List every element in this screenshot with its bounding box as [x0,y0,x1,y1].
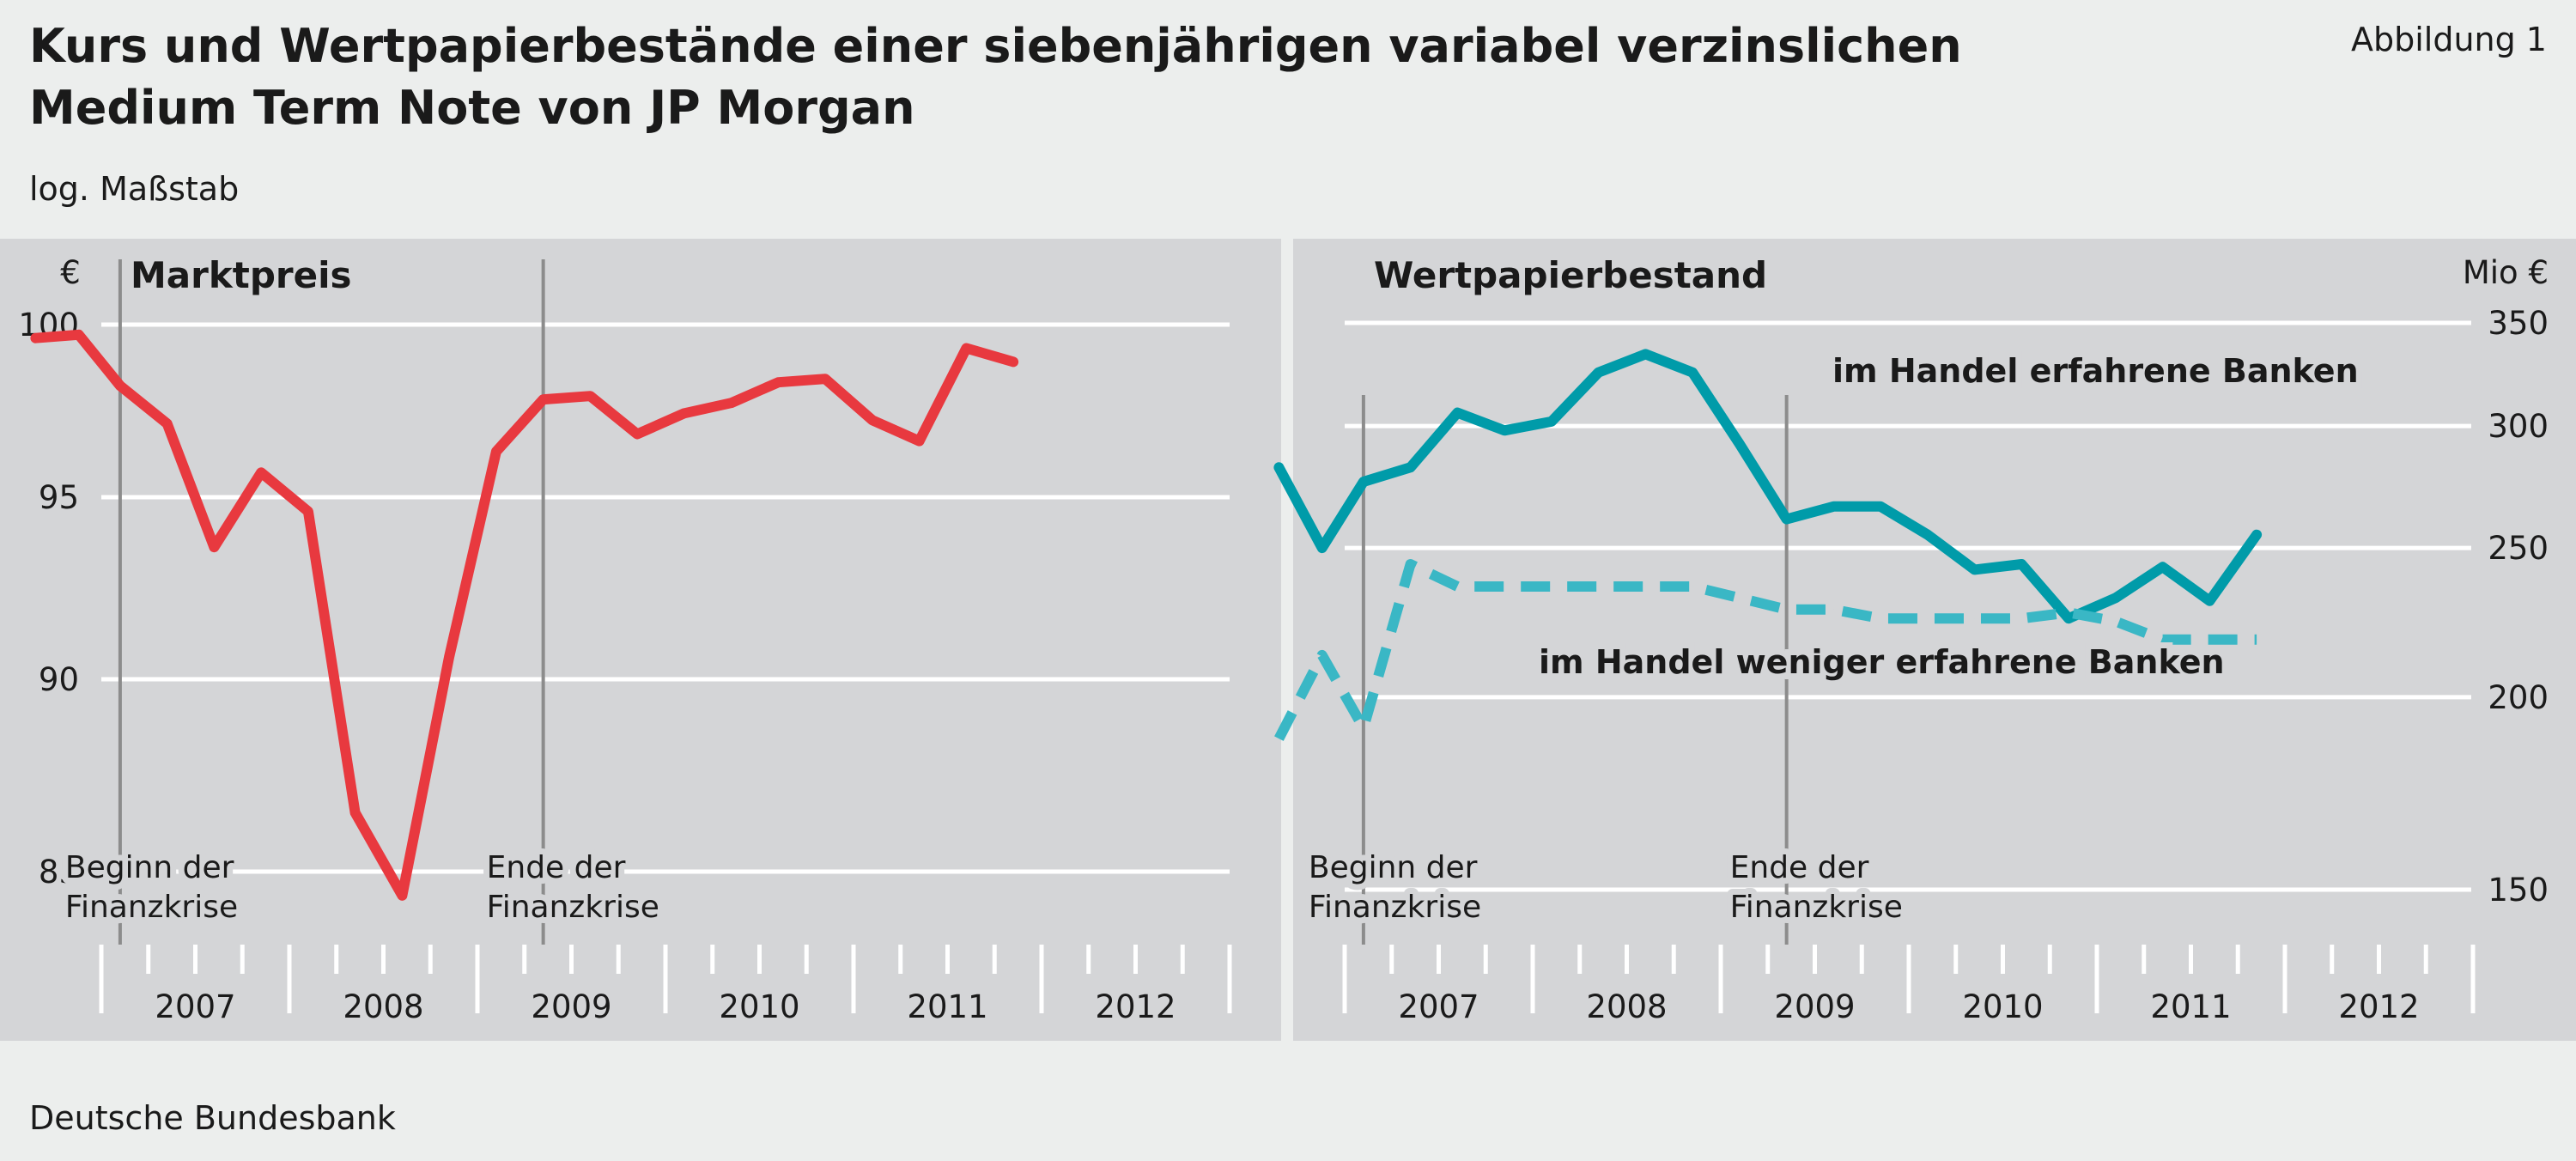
crisis-label: Beginn der [1309,850,1478,885]
experienced-series-line [1273,349,2263,624]
title-line-2: Medium Term Note von JP Morgan [29,81,915,135]
x-tick-label: 2007 [155,988,235,1025]
left-panel-background [0,239,1281,1041]
y-tick-label: 150 [2488,872,2549,909]
y-unit-label: Mio € [2463,254,2549,291]
y-tick-label: 350 [2488,305,2549,342]
crisis-label: Finanzkrise [65,890,238,925]
x-tick-label: 2009 [1774,988,1855,1025]
x-tick-label: 2012 [2338,988,2419,1025]
figure-title: Kurs und Wertpapierbestände einer sieben… [29,15,2004,139]
source-note: Deutsche Bundesbank [29,1099,396,1137]
y-tick-label: 250 [2488,530,2549,567]
y-tick-label: 85 [39,854,79,891]
crisis-label: Ende der [1730,850,1869,885]
scale-note: log. Maßstab [29,170,240,208]
series-label-experienced: im Handel erfahrene Banken [1832,352,2359,390]
price-series-line [30,329,1019,901]
panel-title: Marktpreis [131,254,352,296]
x-tick-label: 2009 [531,988,611,1025]
x-tick-label: 2011 [2150,988,2231,1025]
y-unit-label: € [60,254,81,291]
crisis-label: Finanzkrise [1730,890,1903,925]
title-line-1: Kurs und Wertpapierbestände einer sieben… [29,19,1962,73]
holdings-chart: 150 200 250 300 350 Wertpapierbestand Mio € Beg… [1273,254,2549,1025]
y-tick-label: 95 [39,479,79,516]
crisis-label: Finanzkrise [487,890,659,925]
y-tick-label: 300 [2488,408,2549,445]
x-tick-label: 2010 [719,988,799,1025]
series-label-less-experienced: im Handel weniger erfahrene Banken [1539,643,2225,681]
panel-title: Wertpapierbestand [1374,254,1767,296]
x-tick-label: 2011 [907,988,987,1025]
x-tick-label: 2008 [343,988,423,1025]
y-tick-label: 90 [39,661,79,698]
crisis-label: Ende der [487,850,626,885]
crisis-label: Beginn der [65,850,234,885]
x-tick-label: 2007 [1398,988,1479,1025]
x-tick-label: 2010 [1962,988,2043,1025]
less-experienced-series-line [1274,559,2257,741]
crisis-label: Finanzkrise [1309,890,1481,925]
x-tick-label: 2008 [1586,988,1667,1025]
y-tick-label: 200 [2488,679,2549,716]
figure-number: Abbildung 1 [2350,21,2547,58]
right-panel-background [1293,239,2576,1041]
x-tick-label: 2012 [1095,988,1176,1025]
